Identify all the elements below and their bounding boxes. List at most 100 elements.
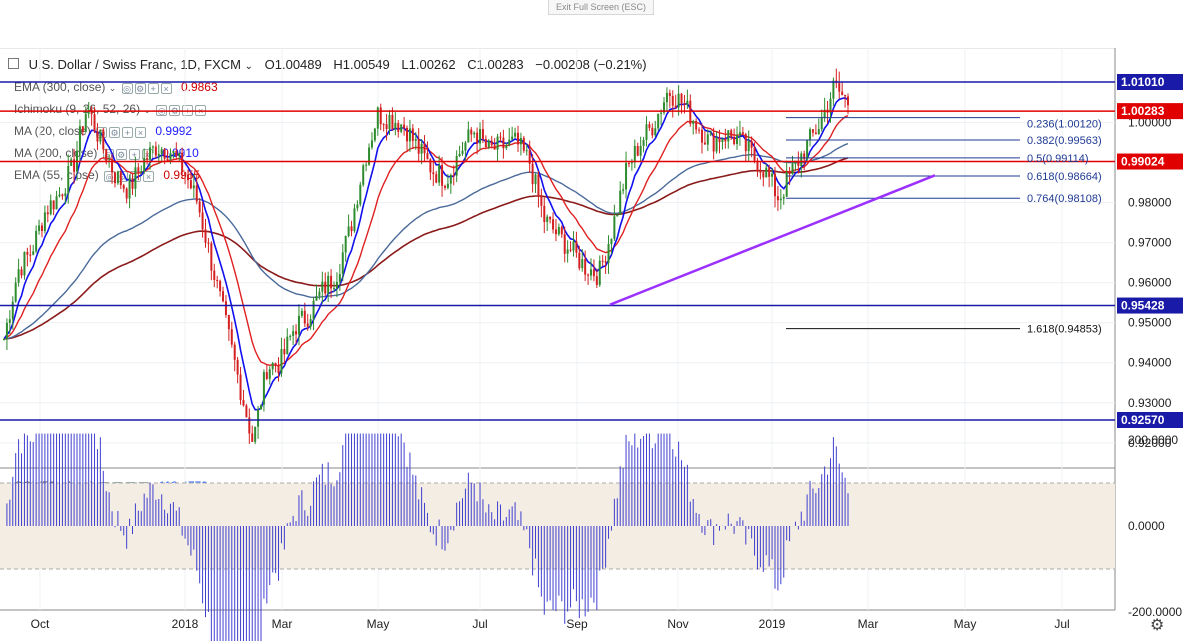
candle-body bbox=[779, 198, 782, 201]
candle-body bbox=[645, 124, 648, 140]
x-tick-label: Oct bbox=[31, 617, 50, 631]
candle-body bbox=[479, 128, 482, 144]
candle-body bbox=[537, 174, 540, 197]
candle-body bbox=[572, 241, 575, 251]
exit-fullscreen-button[interactable]: Exit Full Screen (ESC) bbox=[548, 0, 654, 15]
candle-body bbox=[829, 98, 832, 113]
candle-body bbox=[303, 310, 306, 324]
x-tick-label: Jul bbox=[1054, 617, 1069, 631]
candle-body bbox=[35, 230, 38, 252]
gear-icon[interactable]: ⚙ bbox=[1150, 617, 1165, 634]
candle-body bbox=[93, 114, 96, 132]
candle-body bbox=[125, 188, 128, 199]
candle-body bbox=[756, 160, 759, 172]
candle-body bbox=[426, 153, 429, 160]
candle-body bbox=[452, 174, 455, 176]
symbol-title[interactable]: U.S. Dollar / Swiss Franc, 1D, FXCM bbox=[28, 57, 241, 72]
candle-body bbox=[81, 126, 84, 132]
candle-body bbox=[627, 163, 630, 165]
candle-body bbox=[201, 212, 204, 230]
candle-body bbox=[502, 137, 505, 149]
candle-body bbox=[335, 281, 338, 289]
candle-body bbox=[709, 133, 712, 135]
candle-body bbox=[733, 136, 736, 145]
plus-icon[interactable]: + bbox=[128, 149, 140, 160]
candle-body bbox=[677, 93, 680, 108]
candle-body bbox=[184, 172, 187, 175]
candle-body bbox=[105, 149, 108, 162]
settings-icon[interactable]: ⚙ bbox=[109, 127, 121, 138]
candle-body bbox=[549, 216, 552, 220]
close-icon[interactable]: × bbox=[160, 83, 172, 94]
indicator-legend-ema300[interactable]: EMA (300, close) ⌄ ◎ ⚙ + × 0.9863 bbox=[14, 80, 218, 94]
candle-body bbox=[481, 128, 484, 139]
plus-icon[interactable]: + bbox=[147, 83, 159, 94]
candle-body bbox=[674, 105, 677, 108]
candle-body bbox=[449, 174, 452, 184]
candle-body bbox=[230, 329, 233, 345]
candle-body bbox=[642, 139, 645, 146]
settings-icon[interactable]: ⚙ bbox=[134, 83, 146, 94]
x-tick-label: May bbox=[367, 617, 390, 631]
eye-icon[interactable]: ◎ bbox=[121, 83, 133, 94]
candle-body bbox=[721, 138, 724, 143]
candle-body bbox=[23, 251, 26, 276]
price-chart[interactable]: Oct 2018 Mar May Jul Sep Nov 2019 Mar May Jul1.000… bbox=[0, 48, 1185, 641]
y-tick-label: 0.97000 bbox=[1128, 236, 1172, 250]
candle-body bbox=[14, 282, 17, 302]
collapse-icon[interactable] bbox=[8, 58, 19, 69]
candle-body bbox=[753, 147, 756, 161]
candle-body bbox=[838, 83, 841, 92]
price-axis-label: 1.01010 bbox=[1121, 75, 1165, 89]
x-tick-label: Mar bbox=[858, 617, 879, 631]
top-bar: Exit Full Screen (ESC) bbox=[0, 0, 1185, 48]
candle-body bbox=[213, 270, 216, 280]
candle-body bbox=[438, 164, 441, 183]
candle-body bbox=[432, 172, 435, 175]
candle-body bbox=[43, 212, 46, 231]
price-axis-label-bg bbox=[1117, 153, 1183, 170]
candle-body bbox=[630, 162, 633, 164]
indicator-legend-ma20[interactable]: MA (20, close) ◎ ⚙ + × 0.9992 bbox=[14, 124, 193, 138]
candle-body bbox=[99, 129, 102, 142]
candle-body bbox=[455, 156, 458, 176]
ohlc-values: O1.00489 H1.00549 L1.00262 C1.00283 −0.0… bbox=[257, 57, 647, 72]
candle-body bbox=[441, 164, 444, 186]
candle-body bbox=[598, 260, 601, 285]
price-axis-label-bg bbox=[1117, 297, 1183, 314]
candle-body bbox=[315, 295, 318, 301]
plus-icon[interactable]: + bbox=[122, 127, 134, 138]
y-tick-label: 0.95000 bbox=[1128, 316, 1172, 330]
candle-body bbox=[327, 275, 330, 294]
candle-body bbox=[633, 145, 636, 163]
candle-body bbox=[403, 124, 406, 128]
close-icon[interactable]: × bbox=[143, 171, 155, 182]
candle-body bbox=[347, 226, 350, 237]
candle-body bbox=[730, 130, 733, 137]
candle-body bbox=[636, 145, 639, 156]
candle-body bbox=[289, 335, 292, 337]
candle-body bbox=[773, 173, 776, 197]
chevron-down-icon[interactable]: ⌄ bbox=[244, 61, 254, 72]
candle-body bbox=[297, 315, 300, 335]
close-icon[interactable]: × bbox=[135, 127, 147, 138]
candle-body bbox=[3, 338, 5, 340]
candle-body bbox=[718, 137, 721, 143]
candle-body bbox=[292, 331, 295, 336]
candle-body bbox=[587, 274, 590, 276]
candle-body bbox=[52, 200, 55, 210]
chevron-down-icon[interactable]: ⌄ bbox=[108, 83, 117, 93]
settings-icon[interactable]: ⚙ bbox=[115, 149, 127, 160]
candle-body bbox=[382, 124, 385, 126]
chevron-down-icon[interactable]: ⌄ bbox=[143, 105, 151, 115]
candle-body bbox=[493, 145, 496, 150]
candle-body bbox=[508, 139, 511, 146]
candle-body bbox=[648, 124, 651, 128]
candle-body bbox=[312, 300, 315, 320]
candle-body bbox=[198, 201, 201, 213]
candle-body bbox=[192, 185, 195, 189]
candle-body bbox=[134, 167, 137, 189]
candle-body bbox=[262, 372, 265, 405]
candle-body bbox=[271, 362, 274, 370]
candle-body bbox=[181, 152, 184, 173]
